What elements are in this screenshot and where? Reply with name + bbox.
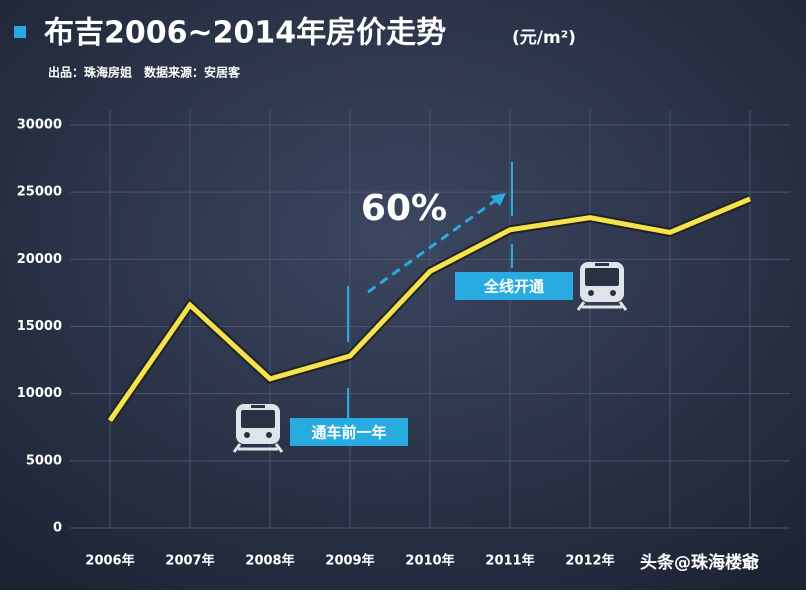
plot: 0 5000 10000 15000 20000 25000 30000 2006年 2007年… (17, 110, 790, 569)
callout-box (455, 272, 573, 300)
y-tick-label: 25000 (17, 185, 62, 200)
watermark: 头条@珠海楼爺 (640, 552, 760, 573)
x-tick-label: 2007年 (165, 553, 214, 569)
y-tick-label: 0 (53, 521, 62, 536)
growth-arrow (367, 198, 497, 294)
title-marker (14, 26, 26, 38)
growth-label: 60% (361, 188, 447, 229)
x-tick-label: 2006年 (85, 553, 134, 569)
chart-title: 布吉2006~2014年房价走势 (44, 16, 446, 51)
callout-box (290, 418, 408, 446)
x-tick-label: 2008年 (245, 553, 294, 569)
x-tick-label: 2012年 (565, 553, 614, 569)
callout-label: 通车前一年 (311, 424, 386, 442)
y-tick-label: 10000 (17, 386, 62, 401)
unit-label: (元/m²) (512, 28, 576, 48)
line (107, 196, 751, 422)
subtitle: 出品：珠海房姐 数据来源：安居客 (48, 65, 241, 80)
y-tick-label: 5000 (26, 453, 62, 468)
arrow-head (490, 193, 506, 206)
x-tick-label: 2009年 (325, 553, 374, 569)
callout-label: 全线开通 (483, 278, 544, 296)
y-tick-label: 30000 (17, 118, 62, 133)
y-tick-label: 15000 (17, 319, 62, 334)
y-tick-label: 20000 (17, 252, 62, 267)
x-tick-label: 2010年 (405, 553, 454, 569)
x-tick-label: 2011年 (485, 553, 534, 569)
